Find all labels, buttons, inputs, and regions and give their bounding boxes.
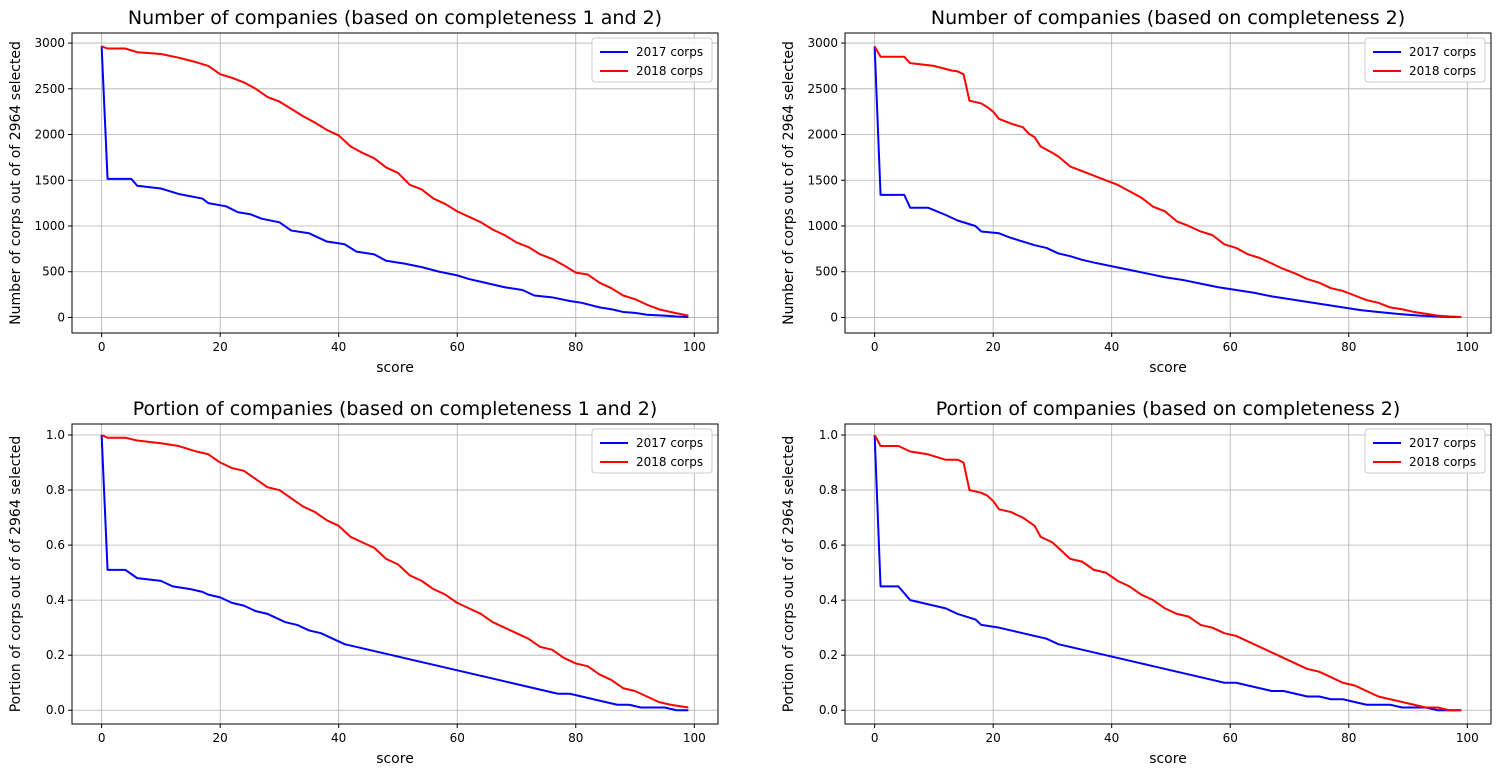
x-tick-label: 80 — [1341, 340, 1356, 354]
y-tick-label: 1000 — [34, 219, 65, 233]
legend-label: 2017 corps — [1409, 436, 1476, 450]
y-tick-label: 2500 — [807, 82, 838, 96]
chart-title: Number of companies (based on completene… — [128, 7, 662, 29]
x-tick-label: 20 — [986, 731, 1001, 745]
legend-label: 2018 corps — [636, 64, 703, 78]
series-line-2018-corps — [873, 434, 1462, 712]
legend-label: 2017 corps — [636, 45, 703, 59]
y-tick-label: 0 — [57, 310, 65, 324]
legend-label: 2018 corps — [1409, 455, 1476, 469]
x-tick-label: 60 — [1223, 731, 1238, 745]
legend-label: 2017 corps — [1409, 45, 1476, 59]
x-tick-label: 100 — [683, 731, 706, 745]
x-tick-label: 100 — [683, 340, 706, 354]
x-tick-label: 100 — [1456, 340, 1479, 354]
x-tick-label: 40 — [1104, 340, 1119, 354]
x-tick-label: 20 — [213, 731, 228, 745]
x-tick-label: 0 — [98, 731, 106, 745]
x-tick-label: 40 — [331, 340, 346, 354]
x-axis-label: score — [376, 360, 414, 376]
y-tick-label: 0.6 — [46, 538, 65, 552]
axes-frame — [71, 423, 719, 725]
y-tick-label: 2000 — [807, 128, 838, 142]
y-tick-label: 0.8 — [819, 483, 838, 497]
y-tick-label: 0.4 — [819, 593, 838, 607]
y-tick-label: 1.0 — [819, 428, 838, 442]
x-tick-label: 20 — [213, 340, 228, 354]
y-tick-label: 500 — [815, 265, 838, 279]
x-tick-label: 80 — [1341, 731, 1356, 745]
chart-title: Portion of companies (based on completen… — [936, 398, 1401, 420]
y-tick-label: 0.0 — [46, 703, 65, 717]
x-tick-label: 0 — [871, 731, 879, 745]
legend-label: 2017 corps — [636, 436, 703, 450]
x-tick-label: 80 — [568, 340, 583, 354]
axes-frame — [71, 32, 719, 334]
x-tick-label: 100 — [1456, 731, 1479, 745]
x-axis-label: score — [1149, 751, 1187, 767]
subplot-4: 0 20 40 60 80 100 0.0 0.2 0.4 0.6 0.8 1.0 Portion of… — [781, 398, 1492, 767]
y-tick-label: 2500 — [34, 82, 65, 96]
subplot-3: 0 20 40 60 80 100 0.0 0.2 0.4 0.6 0.8 1.0 Portion of… — [8, 398, 719, 767]
subplot-2: 0 20 40 60 80 100050010001500200025003000Numb… — [781, 7, 1492, 376]
y-tick-label: 1500 — [34, 173, 65, 187]
x-tick-label: 60 — [450, 731, 465, 745]
axes-frame — [844, 423, 1492, 725]
legend-label: 2018 corps — [1409, 64, 1476, 78]
series-line-2017-corps — [100, 434, 689, 712]
x-tick-label: 60 — [1223, 340, 1238, 354]
series-line-2017-corps — [873, 434, 1462, 712]
series-line-2017-corps — [873, 46, 1462, 318]
y-tick-label: 500 — [42, 265, 65, 279]
series-line-2018-corps — [101, 434, 689, 709]
legend: 2017 corps 2018 corps — [591, 428, 713, 474]
y-tick-label: 1.0 — [46, 428, 65, 442]
legend: 2017 corps 2018 corps — [1364, 37, 1486, 83]
x-tick-label: 40 — [1104, 731, 1119, 745]
x-tick-label: 60 — [450, 340, 465, 354]
series-line-2017-corps — [100, 46, 689, 318]
x-axis-label: score — [1149, 360, 1187, 376]
axes-frame — [844, 32, 1492, 334]
x-tick-label: 40 — [331, 731, 346, 745]
x-axis-label: score — [376, 751, 414, 767]
x-tick-label: 80 — [568, 731, 583, 745]
y-axis-label: Portion of corps out of of 2964 selected — [781, 436, 797, 713]
chart-title: Number of companies (based on completene… — [931, 7, 1405, 29]
y-axis-label: Number of corps out of of 2964 selected — [8, 41, 24, 325]
x-tick-label: 20 — [986, 340, 1001, 354]
y-tick-label: 0.4 — [46, 593, 65, 607]
y-tick-label: 1000 — [807, 219, 838, 233]
y-axis-label: Portion of corps out of of 2964 selected — [8, 436, 24, 713]
y-tick-label: 0.0 — [819, 703, 838, 717]
subplot-1: 0 20 40 60 80 100050010001500200025003000Numb… — [8, 7, 719, 376]
series-line-2018-corps — [873, 45, 1462, 318]
y-tick-label: 0.2 — [46, 648, 65, 662]
legend: 2017 corps 2018 corps — [591, 37, 713, 83]
y-tick-label: 1500 — [807, 173, 838, 187]
y-tick-label: 3000 — [34, 36, 65, 50]
y-tick-label: 0.2 — [819, 648, 838, 662]
legend-label: 2018 corps — [636, 455, 703, 469]
series-line-2018-corps — [101, 45, 689, 317]
y-tick-label: 0 — [830, 310, 838, 324]
x-tick-label: 0 — [871, 340, 879, 354]
y-tick-label: 0.8 — [46, 483, 65, 497]
y-tick-label: 3000 — [807, 36, 838, 50]
y-axis-label: Number of corps out of of 2964 selected — [781, 41, 797, 325]
legend: 2017 corps 2018 corps — [1364, 428, 1486, 474]
y-tick-label: 2000 — [34, 128, 65, 142]
x-tick-label: 0 — [98, 340, 106, 354]
y-tick-label: 0.6 — [819, 538, 838, 552]
chart-title: Portion of companies (based on completen… — [133, 398, 657, 420]
